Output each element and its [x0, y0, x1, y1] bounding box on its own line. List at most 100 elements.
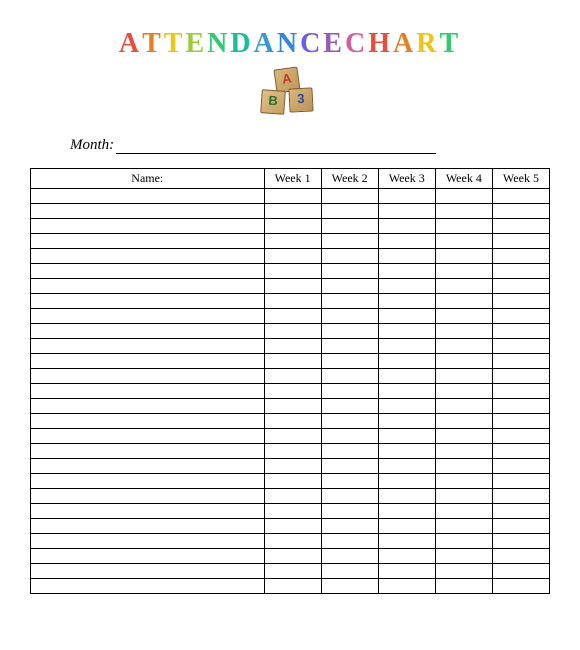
cell-week[interactable] [321, 444, 378, 459]
cell-week[interactable] [492, 339, 549, 354]
cell-week[interactable] [435, 234, 492, 249]
cell-week[interactable] [492, 234, 549, 249]
cell-week[interactable] [435, 204, 492, 219]
cell-week[interactable] [321, 249, 378, 264]
cell-week[interactable] [435, 189, 492, 204]
cell-week[interactable] [378, 504, 435, 519]
cell-name[interactable] [31, 474, 265, 489]
cell-week[interactable] [492, 489, 549, 504]
cell-week[interactable] [321, 204, 378, 219]
cell-week[interactable] [435, 399, 492, 414]
month-input-line[interactable] [116, 140, 436, 154]
cell-week[interactable] [321, 189, 378, 204]
cell-week[interactable] [264, 204, 321, 219]
cell-week[interactable] [378, 519, 435, 534]
cell-week[interactable] [492, 564, 549, 579]
cell-week[interactable] [435, 519, 492, 534]
cell-week[interactable] [264, 414, 321, 429]
cell-week[interactable] [264, 579, 321, 594]
cell-week[interactable] [492, 324, 549, 339]
cell-week[interactable] [321, 579, 378, 594]
cell-week[interactable] [321, 489, 378, 504]
cell-week[interactable] [264, 309, 321, 324]
cell-week[interactable] [378, 279, 435, 294]
cell-name[interactable] [31, 234, 265, 249]
cell-week[interactable] [321, 354, 378, 369]
cell-week[interactable] [492, 459, 549, 474]
cell-week[interactable] [378, 354, 435, 369]
cell-week[interactable] [378, 204, 435, 219]
cell-week[interactable] [435, 354, 492, 369]
cell-week[interactable] [492, 249, 549, 264]
cell-week[interactable] [321, 234, 378, 249]
cell-week[interactable] [321, 294, 378, 309]
cell-week[interactable] [264, 429, 321, 444]
cell-week[interactable] [435, 564, 492, 579]
cell-week[interactable] [378, 249, 435, 264]
cell-week[interactable] [321, 279, 378, 294]
cell-week[interactable] [378, 234, 435, 249]
cell-week[interactable] [321, 219, 378, 234]
cell-week[interactable] [378, 309, 435, 324]
cell-name[interactable] [31, 519, 265, 534]
cell-week[interactable] [264, 189, 321, 204]
cell-week[interactable] [321, 414, 378, 429]
cell-name[interactable] [31, 339, 265, 354]
cell-week[interactable] [321, 369, 378, 384]
cell-week[interactable] [435, 444, 492, 459]
cell-name[interactable] [31, 279, 265, 294]
cell-week[interactable] [378, 384, 435, 399]
cell-week[interactable] [378, 579, 435, 594]
cell-week[interactable] [378, 324, 435, 339]
cell-week[interactable] [264, 459, 321, 474]
cell-week[interactable] [435, 369, 492, 384]
cell-week[interactable] [321, 309, 378, 324]
cell-week[interactable] [264, 384, 321, 399]
cell-week[interactable] [378, 549, 435, 564]
cell-week[interactable] [378, 564, 435, 579]
cell-week[interactable] [492, 504, 549, 519]
cell-week[interactable] [321, 264, 378, 279]
cell-week[interactable] [264, 534, 321, 549]
cell-week[interactable] [492, 399, 549, 414]
cell-week[interactable] [435, 339, 492, 354]
cell-week[interactable] [264, 549, 321, 564]
cell-name[interactable] [31, 534, 265, 549]
cell-week[interactable] [435, 429, 492, 444]
cell-week[interactable] [378, 474, 435, 489]
cell-week[interactable] [492, 279, 549, 294]
cell-name[interactable] [31, 504, 265, 519]
cell-week[interactable] [264, 369, 321, 384]
cell-week[interactable] [492, 429, 549, 444]
cell-week[interactable] [492, 219, 549, 234]
cell-name[interactable] [31, 369, 265, 384]
cell-week[interactable] [492, 414, 549, 429]
cell-name[interactable] [31, 429, 265, 444]
cell-week[interactable] [435, 414, 492, 429]
cell-week[interactable] [378, 339, 435, 354]
cell-week[interactable] [492, 189, 549, 204]
cell-week[interactable] [435, 249, 492, 264]
cell-name[interactable] [31, 414, 265, 429]
cell-week[interactable] [378, 369, 435, 384]
cell-week[interactable] [435, 504, 492, 519]
cell-name[interactable] [31, 444, 265, 459]
cell-week[interactable] [378, 534, 435, 549]
cell-week[interactable] [321, 519, 378, 534]
cell-week[interactable] [492, 579, 549, 594]
cell-week[interactable] [321, 534, 378, 549]
cell-week[interactable] [264, 564, 321, 579]
cell-week[interactable] [264, 249, 321, 264]
cell-week[interactable] [378, 429, 435, 444]
cell-week[interactable] [321, 339, 378, 354]
cell-week[interactable] [264, 504, 321, 519]
cell-week[interactable] [492, 444, 549, 459]
cell-week[interactable] [378, 399, 435, 414]
cell-name[interactable] [31, 219, 265, 234]
cell-week[interactable] [378, 444, 435, 459]
cell-week[interactable] [264, 324, 321, 339]
cell-week[interactable] [435, 294, 492, 309]
cell-name[interactable] [31, 189, 265, 204]
cell-week[interactable] [435, 474, 492, 489]
cell-name[interactable] [31, 579, 265, 594]
